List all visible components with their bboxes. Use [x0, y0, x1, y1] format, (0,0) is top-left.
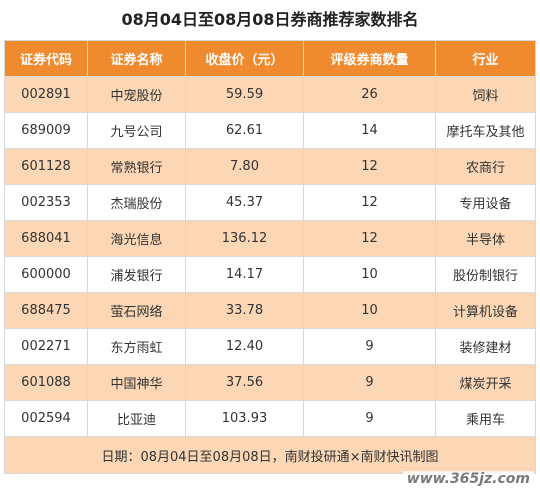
source-note: 日期：08月04日至08月08日，南财投研通×南财快讯制图 [4, 436, 536, 474]
industry-cell: 乘用车 [435, 400, 536, 437]
table-row: 601128 常熟银行 7.80 12 农商行 [4, 148, 536, 185]
close-price-cell: 37.56 [185, 364, 304, 401]
stock-code-cell: 002353 [4, 184, 88, 221]
broker-count-cell: 12 [303, 184, 436, 221]
table-row: 002594 比亚迪 103.93 9 乘用车 [4, 400, 536, 437]
close-price-cell: 45.37 [185, 184, 304, 221]
stock-code-cell: 601128 [4, 148, 88, 185]
stock-code-cell: 002271 [4, 328, 88, 365]
broker-count-cell: 14 [303, 112, 436, 149]
broker-count-cell: 9 [303, 400, 436, 437]
industry-cell: 煤炭开采 [435, 364, 536, 401]
stock-name-cell: 常熟银行 [87, 148, 186, 185]
table-row: 688041 海光信息 136.12 12 半导体 [4, 220, 536, 257]
table-row: 002271 东方雨虹 12.40 9 装修建材 [4, 328, 536, 365]
table-row: 002891 中宠股份 59.59 26 饲料 [4, 76, 536, 113]
industry-cell: 饲料 [435, 76, 536, 113]
header-stock-name: 证券名称 [87, 40, 186, 77]
broker-count-cell: 12 [303, 148, 436, 185]
industry-cell: 摩托车及其他 [435, 112, 536, 149]
close-price-cell: 33.78 [185, 292, 304, 329]
stock-name-cell: 中国神华 [87, 364, 186, 401]
industry-cell: 专用设备 [435, 184, 536, 221]
broker-count-cell: 12 [303, 220, 436, 257]
stock-code-cell: 688041 [4, 220, 88, 257]
table-row: 689009 九号公司 62.61 14 摩托车及其他 [4, 112, 536, 149]
stock-name-cell: 萤石网络 [87, 292, 186, 329]
header-broker-count: 评级券商数量 [303, 40, 436, 77]
stock-code-cell: 689009 [4, 112, 88, 149]
stock-name-cell: 东方雨虹 [87, 328, 186, 365]
stock-name-cell: 比亚迪 [87, 400, 186, 437]
table-header-row: 证券代码 证券名称 收盘价（元） 评级券商数量 行业 [4, 40, 536, 77]
close-price-cell: 12.40 [185, 328, 304, 365]
industry-cell: 装修建材 [435, 328, 536, 365]
stock-name-cell: 中宠股份 [87, 76, 186, 113]
broker-count-cell: 26 [303, 76, 436, 113]
stock-name-cell: 海光信息 [87, 220, 186, 257]
stock-code-cell: 688475 [4, 292, 88, 329]
table-row: 601088 中国神华 37.56 9 煤炭开采 [4, 364, 536, 401]
table-footer-row: 日期：08月04日至08月08日，南财投研通×南财快讯制图 [4, 436, 536, 474]
broker-count-cell: 10 [303, 292, 436, 329]
industry-cell: 股份制银行 [435, 256, 536, 293]
watermark: www.365jz.com [402, 471, 534, 487]
stock-code-cell: 002594 [4, 400, 88, 437]
stock-code-cell: 600000 [4, 256, 88, 293]
stock-code-cell: 002891 [4, 76, 88, 113]
stock-code-cell: 601088 [4, 364, 88, 401]
industry-cell: 计算机设备 [435, 292, 536, 329]
broker-count-cell: 9 [303, 328, 436, 365]
close-price-cell: 103.93 [185, 400, 304, 437]
table-row: 600000 浦发银行 14.17 10 股份制银行 [4, 256, 536, 293]
close-price-cell: 136.12 [185, 220, 304, 257]
close-price-cell: 62.61 [185, 112, 304, 149]
broker-count-cell: 10 [303, 256, 436, 293]
broker-count-cell: 9 [303, 364, 436, 401]
header-industry: 行业 [435, 40, 536, 77]
close-price-cell: 14.17 [185, 256, 304, 293]
industry-cell: 半导体 [435, 220, 536, 257]
stock-name-cell: 浦发银行 [87, 256, 186, 293]
stock-name-cell: 九号公司 [87, 112, 186, 149]
header-stock-code: 证券代码 [4, 40, 88, 77]
industry-cell: 农商行 [435, 148, 536, 185]
table-row: 688475 萤石网络 33.78 10 计算机设备 [4, 292, 536, 329]
stock-name-cell: 杰瑞股份 [87, 184, 186, 221]
table-title: 08月04日至08月08日券商推荐家数排名 [121, 10, 419, 29]
table-row: 002353 杰瑞股份 45.37 12 专用设备 [4, 184, 536, 221]
close-price-cell: 7.80 [185, 148, 304, 185]
header-close-price: 收盘价（元） [185, 40, 304, 77]
close-price-cell: 59.59 [185, 76, 304, 113]
broker-recommendation-table: 证券代码 证券名称 收盘价（元） 评级券商数量 行业 002891 中宠股份 59.… [4, 40, 536, 474]
